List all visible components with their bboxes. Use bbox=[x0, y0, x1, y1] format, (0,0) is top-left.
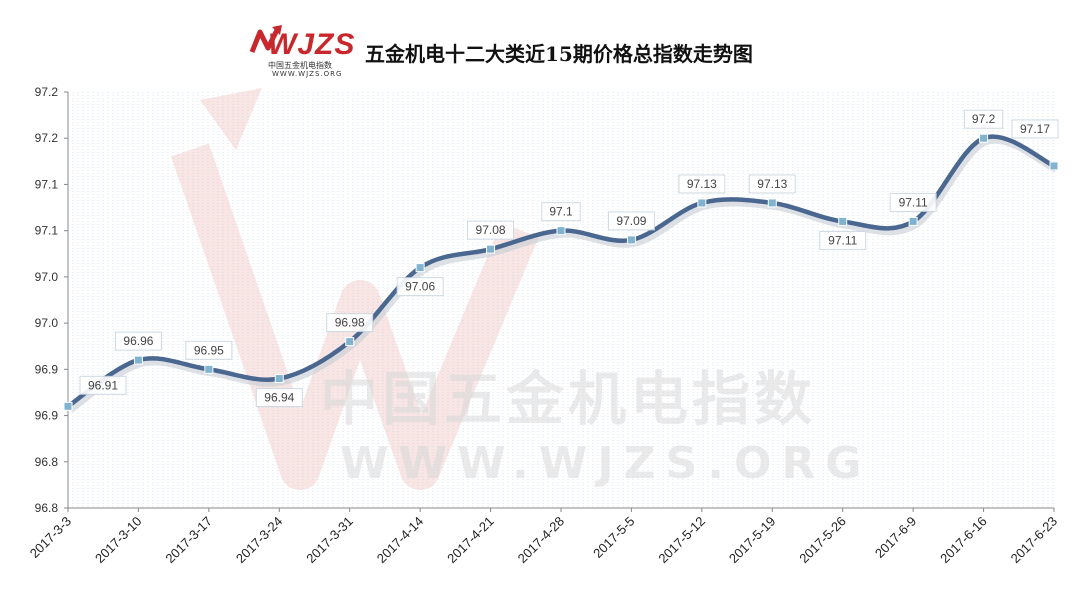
data-label: 97.11 bbox=[828, 233, 857, 247]
data-label-box bbox=[607, 211, 655, 231]
y-tick-label: 97.0 bbox=[35, 316, 59, 330]
data-point bbox=[1049, 161, 1059, 171]
data-point bbox=[486, 244, 496, 254]
y-tick-label: 97.2 bbox=[35, 85, 59, 99]
logo-url: WWW.WJZS.ORG bbox=[272, 70, 343, 78]
data-point bbox=[204, 364, 214, 374]
data-label-box bbox=[541, 202, 581, 222]
wjzs-logo: WJZS 中国五金机电指数 WWW.WJZS.ORG bbox=[248, 20, 358, 80]
data-label-box bbox=[1011, 119, 1059, 139]
logo-arrow-icon bbox=[249, 25, 282, 53]
data-label-box bbox=[79, 375, 127, 395]
y-tick-label: 96.8 bbox=[35, 455, 59, 469]
data-point bbox=[274, 374, 284, 384]
y-tick-label: 97.0 bbox=[35, 270, 59, 284]
data-point bbox=[626, 235, 636, 245]
y-tick-label: 97.1 bbox=[35, 224, 59, 238]
data-label: 96.95 bbox=[194, 343, 224, 357]
x-tick-label: 2017-5-5 bbox=[590, 514, 637, 561]
logo-subtitle: 中国五金机电指数 bbox=[268, 61, 332, 70]
x-tick-label: 2017-3-10 bbox=[92, 514, 145, 567]
watermark-url: WWW.WJZS.ORG bbox=[340, 438, 872, 489]
data-label-box bbox=[185, 340, 233, 360]
data-label-box bbox=[819, 230, 867, 250]
x-tick-label: 2017-3-24 bbox=[233, 514, 286, 567]
data-label: 96.91 bbox=[88, 378, 118, 392]
chart-title: 五金机电十二大类近15期价格总指数走势图 bbox=[365, 42, 753, 66]
data-label: 97.17 bbox=[1020, 122, 1050, 136]
data-label: 97.11 bbox=[899, 195, 928, 209]
x-tick-label: 2017-5-12 bbox=[655, 514, 708, 567]
data-point bbox=[908, 216, 918, 226]
data-label-box bbox=[748, 174, 796, 194]
x-tick-label: 2017-4-14 bbox=[374, 514, 427, 567]
data-point bbox=[133, 355, 143, 365]
data-label-box bbox=[114, 331, 162, 351]
x-tick-label: 2017-6-23 bbox=[1008, 514, 1061, 567]
x-tick-label: 2017-4-21 bbox=[444, 514, 497, 567]
y-tick-label: 96.9 bbox=[35, 362, 59, 376]
logo-text: WJZS bbox=[268, 28, 356, 61]
watermark-arrowhead bbox=[200, 88, 262, 150]
data-point bbox=[415, 263, 425, 273]
data-label-box bbox=[326, 313, 374, 333]
data-label: 97.13 bbox=[687, 177, 717, 191]
data-label-box bbox=[678, 174, 726, 194]
data-label-box bbox=[467, 220, 515, 240]
data-point bbox=[345, 337, 355, 347]
x-tick-label: 2017-6-9 bbox=[872, 514, 919, 561]
x-tick-label: 2017-3-31 bbox=[303, 514, 356, 567]
x-tick-label: 2017-6-16 bbox=[937, 514, 990, 567]
data-point bbox=[838, 216, 848, 226]
x-tick-label: 2017-3-17 bbox=[162, 514, 215, 567]
y-tick-label: 96.9 bbox=[35, 409, 59, 423]
x-tick-label: 2017-5-19 bbox=[726, 514, 779, 567]
x-tick-label: 2017-4-28 bbox=[515, 514, 568, 567]
data-label: 97.2 bbox=[972, 112, 996, 126]
data-label: 96.98 bbox=[335, 316, 365, 330]
data-label-box bbox=[963, 109, 1004, 129]
data-point bbox=[556, 226, 566, 236]
x-tick-label: 2017-5-26 bbox=[796, 514, 849, 567]
data-point bbox=[63, 401, 73, 411]
y-tick-label: 97.2 bbox=[35, 131, 59, 145]
data-label-box bbox=[396, 277, 444, 297]
data-label: 97.09 bbox=[616, 214, 646, 228]
y-tick-label: 97.1 bbox=[35, 177, 59, 191]
x-tick-label: 2017-3-3 bbox=[27, 514, 74, 561]
data-point bbox=[979, 133, 989, 143]
data-label: 96.94 bbox=[264, 391, 294, 405]
data-label: 97.13 bbox=[757, 177, 787, 191]
watermark-cn: 中国五金机电指数 bbox=[320, 365, 817, 433]
data-label: 97.06 bbox=[405, 280, 435, 294]
data-label: 96.96 bbox=[123, 334, 153, 348]
data-label: 97.08 bbox=[476, 223, 506, 237]
data-point bbox=[767, 198, 777, 208]
data-label: 97.1 bbox=[549, 205, 573, 219]
data-label-box bbox=[255, 388, 303, 408]
data-label-box bbox=[889, 192, 937, 212]
data-point bbox=[697, 198, 707, 208]
y-tick-label: 96.8 bbox=[35, 501, 59, 515]
